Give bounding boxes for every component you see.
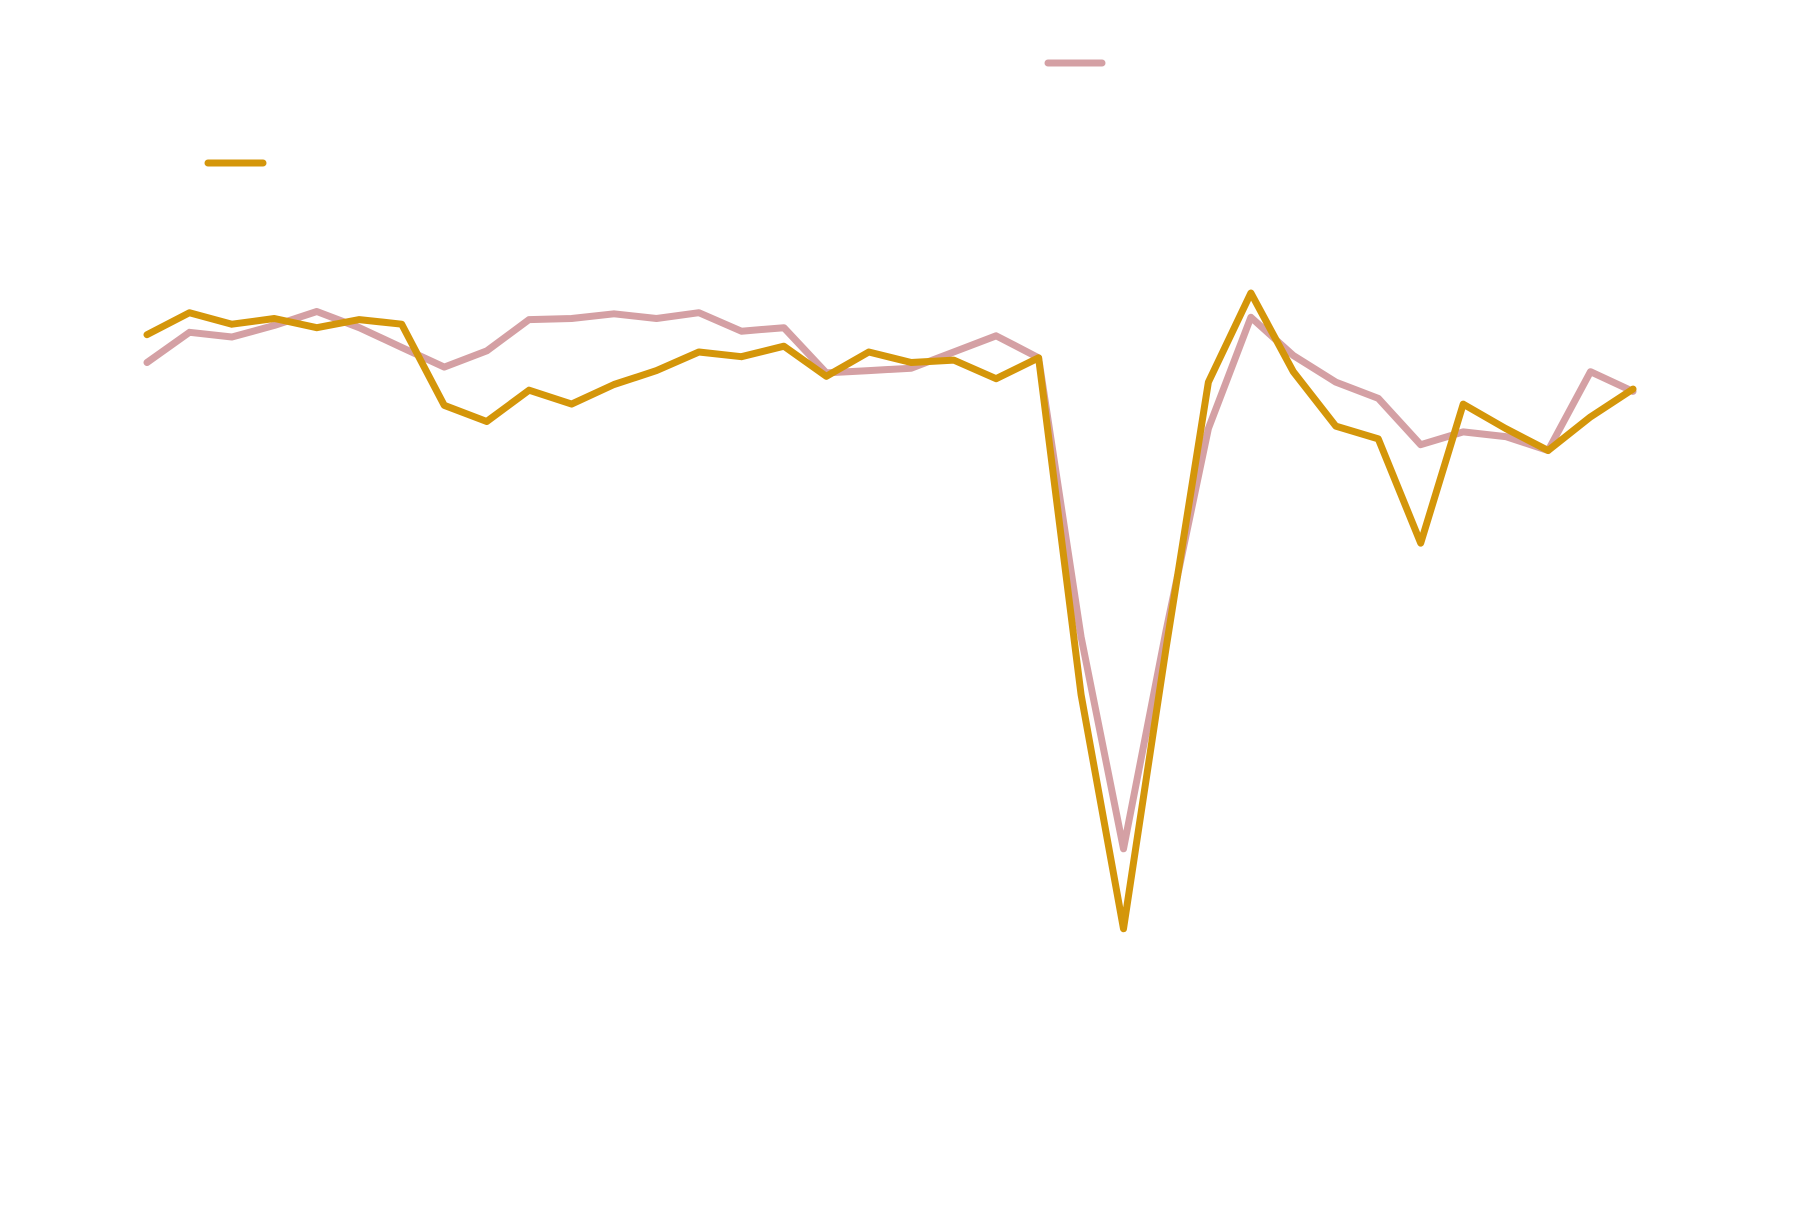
legend — [204, 59, 1106, 167]
series-line — [143, 308, 1637, 853]
series-line — [143, 289, 1637, 933]
